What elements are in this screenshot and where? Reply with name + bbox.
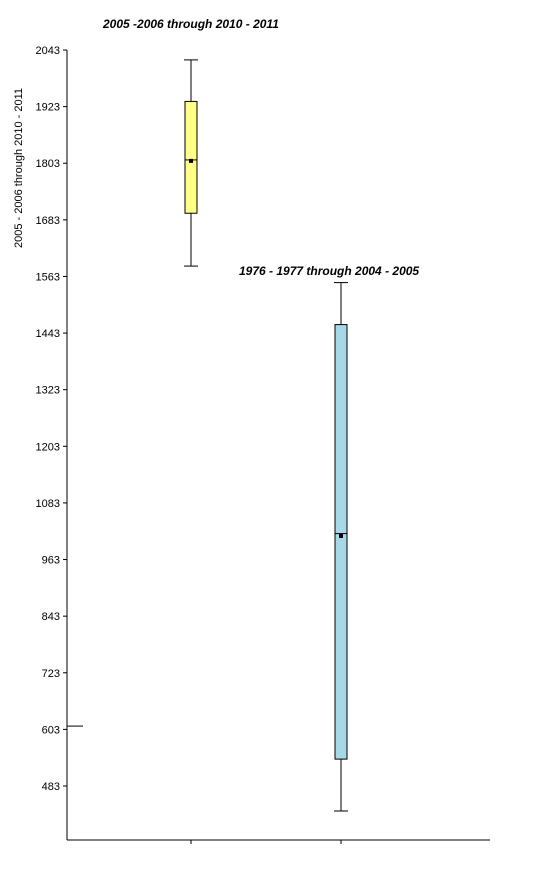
y-tick-label: 603 xyxy=(42,724,60,736)
y-tick-label: 1923 xyxy=(36,102,60,114)
y-tick-label: 963 xyxy=(42,555,60,567)
iqr-box xyxy=(334,324,348,760)
y-tick-label: 1203 xyxy=(36,441,60,453)
y-tick-label: 2043 xyxy=(36,45,60,57)
y-axis-ticks: 483 603 723 843 963 1083 1203 1323 1443 1563 1683 1… xyxy=(36,45,67,793)
y-tick-label: 723 xyxy=(42,668,60,680)
box-title: 1976 - 1977 through 2004 - 2005 xyxy=(239,264,419,278)
y-tick-label: 1803 xyxy=(36,158,60,170)
y-tick-label: 1443 xyxy=(36,328,60,340)
box-2: 1976 - 1977 through 2004 - 2005 xyxy=(239,264,419,844)
y-tick-label: 843 xyxy=(42,611,60,623)
y-tick-label: 1323 xyxy=(36,385,60,397)
box-1: 2005 -2006 through 2010 - 2011 xyxy=(102,17,279,844)
iqr-box xyxy=(184,100,198,214)
y-tick-label: 483 xyxy=(42,781,60,793)
mean-marker xyxy=(189,158,193,163)
mean-marker xyxy=(339,533,343,538)
y-axis-title: 2005 - 2006 through 2010 - 2011 xyxy=(13,88,25,248)
y-tick-label: 1563 xyxy=(36,271,60,283)
boxes: 2005 -2006 through 2010 - 2011 1976 - 197… xyxy=(102,17,419,844)
y-tick-label: 1083 xyxy=(36,498,60,510)
box-title: 2005 -2006 through 2010 - 2011 xyxy=(102,17,279,31)
y-tick-label: 1683 xyxy=(36,215,60,227)
